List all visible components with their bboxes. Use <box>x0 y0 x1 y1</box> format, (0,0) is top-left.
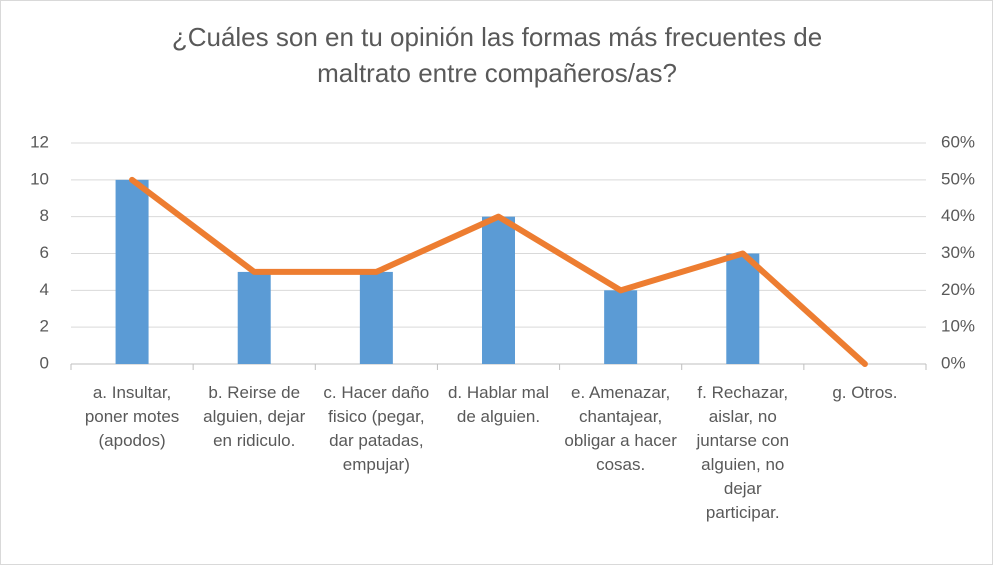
x-tick-label: d. Hablar mal de alguien. <box>447 383 550 426</box>
x-tick-label: f. Rechazar, aislar, no juntarse con alg… <box>696 383 790 522</box>
bar <box>604 290 638 364</box>
x-tick-label: a. Insultar, poner motes (apodos) <box>84 383 180 450</box>
bar <box>115 179 149 364</box>
bar <box>237 271 271 364</box>
y2-tick-label: 20% <box>941 280 975 299</box>
chart-title: ¿Cuáles son en tu opinión las formas más… <box>171 22 823 88</box>
y-tick-label: 12 <box>30 132 49 151</box>
y-tick-label: 0 <box>40 353 49 372</box>
y2-tick-label: 10% <box>941 317 975 336</box>
y-tick-label: 2 <box>40 317 49 336</box>
x-tick-label: g. Otros. <box>832 383 898 402</box>
y2-tick-label: 60% <box>941 132 975 151</box>
y-tick-label: 4 <box>40 280 49 299</box>
x-tick-label: c. Hacer daño fisico (pegar, dar patadas… <box>323 383 430 474</box>
y2-tick-label: 0% <box>941 353 966 372</box>
y2-tick-label: 50% <box>941 169 975 188</box>
y-tick-label: 10 <box>30 169 49 188</box>
line <box>129 176 868 367</box>
x-tick-label: e. Amenazar, chantajear, obligar a hacer… <box>564 383 677 474</box>
bar <box>359 271 393 364</box>
y2-tick-label: 40% <box>941 206 975 225</box>
x-tick-label: b. Reirse de alguien, dejar en ridiculo. <box>203 383 306 450</box>
y2-tick-label: 30% <box>941 243 975 262</box>
bar <box>726 253 760 364</box>
y-tick-label: 6 <box>40 243 49 262</box>
y-tick-label: 8 <box>40 206 49 225</box>
bar <box>482 216 515 364</box>
